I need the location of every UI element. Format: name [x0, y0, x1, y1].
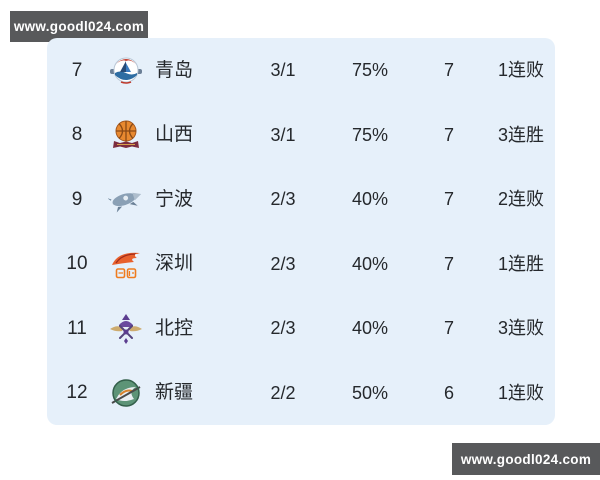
- team-games-played: 7: [443, 60, 454, 81]
- team-win-pct: 75%: [351, 60, 389, 81]
- team-games-played: 7: [443, 124, 454, 145]
- team-streak: 1连胜: [497, 253, 544, 274]
- team-name: 北控: [155, 317, 194, 339]
- standings-row[interactable]: 9 宁波 2/3 40% 7 2连败: [47, 167, 555, 232]
- standings-row[interactable]: 11 北控 2/3 40% 7 3连败: [47, 296, 555, 361]
- standings-row[interactable]: 12 新疆 2/2 50% 6 1连败: [47, 361, 555, 426]
- ningbo-team-logo-icon: [107, 181, 145, 217]
- team-record: 2/3: [270, 253, 296, 274]
- standings-table: 7 青岛 3/1 75% 7 1连败 8 山西 3/1 75% 7 3连胜 9 …: [47, 38, 555, 425]
- team-name: 新疆: [155, 382, 194, 404]
- team-streak: 2连败: [497, 189, 544, 210]
- team-rank: 8: [71, 124, 83, 146]
- team-win-pct: 40%: [351, 253, 389, 274]
- team-streak: 3连败: [497, 318, 544, 339]
- team-name: 宁波: [155, 188, 194, 210]
- team-name: 山西: [155, 124, 194, 146]
- shenzhen-team-logo-icon: [107, 246, 145, 282]
- team-win-pct: 40%: [351, 318, 389, 339]
- team-games-played: 6: [443, 382, 454, 403]
- team-streak: 1连败: [497, 60, 544, 81]
- team-record: 2/3: [270, 189, 296, 210]
- standings-row[interactable]: 7 青岛 3/1 75% 7 1连败: [47, 38, 555, 103]
- team-rank: 11: [67, 317, 87, 339]
- team-rank: 12: [66, 382, 88, 404]
- xinjiang-team-logo-icon: [107, 375, 145, 411]
- standings-row[interactable]: 10 深圳 2/3 40% 7 1连胜: [47, 232, 555, 297]
- standings-row[interactable]: 8 山西 3/1 75% 7 3连胜: [47, 103, 555, 168]
- team-rank: 7: [71, 59, 83, 81]
- team-record: 3/1: [270, 124, 296, 145]
- team-games-played: 7: [443, 253, 454, 274]
- team-streak: 1连败: [497, 382, 544, 403]
- team-name: 青岛: [155, 59, 194, 81]
- team-record: 2/2: [270, 382, 296, 403]
- team-games-played: 7: [443, 189, 454, 210]
- watermark-top-left: www.goodl024.com: [10, 11, 148, 42]
- team-win-pct: 75%: [351, 124, 389, 145]
- team-win-pct: 40%: [351, 189, 389, 210]
- team-record: 3/1: [270, 60, 296, 81]
- team-streak: 3连胜: [497, 124, 544, 145]
- team-rank: 10: [66, 253, 88, 275]
- watermark-bottom-right: www.goodl024.com: [452, 443, 600, 475]
- team-record: 2/3: [270, 318, 296, 339]
- shanxi-team-logo-icon: [107, 117, 145, 153]
- team-rank: 9: [71, 188, 83, 210]
- team-win-pct: 50%: [351, 382, 389, 403]
- beikong-team-logo-icon: [107, 310, 145, 346]
- team-name: 深圳: [155, 253, 194, 275]
- qingdao-team-logo-icon: [107, 52, 145, 88]
- team-games-played: 7: [443, 318, 454, 339]
